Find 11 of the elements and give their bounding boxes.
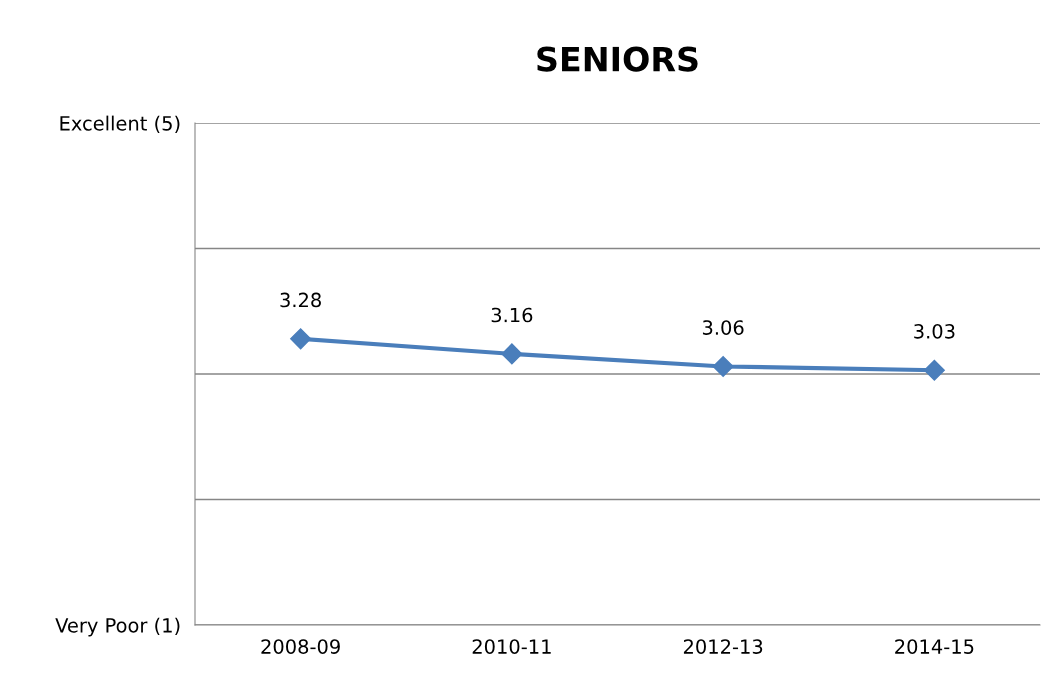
data-label: 3.06 <box>702 320 744 335</box>
data-label: 3.28 <box>280 292 321 308</box>
x-tick-label: 2012-13 <box>683 639 763 654</box>
data-label: 3.16 <box>491 307 533 323</box>
y-tick-label: Very Poor (1) <box>55 617 180 637</box>
data-label: 3.03 <box>914 323 955 339</box>
chart-title: SENIORS <box>537 46 698 72</box>
y-tick-label: Excellent (5) <box>60 115 180 133</box>
x-tick-label: 2014-15 <box>895 639 974 654</box>
x-tick-label: 2008-09 <box>261 639 340 654</box>
x-tick-label: 2010-11 <box>472 639 551 654</box>
